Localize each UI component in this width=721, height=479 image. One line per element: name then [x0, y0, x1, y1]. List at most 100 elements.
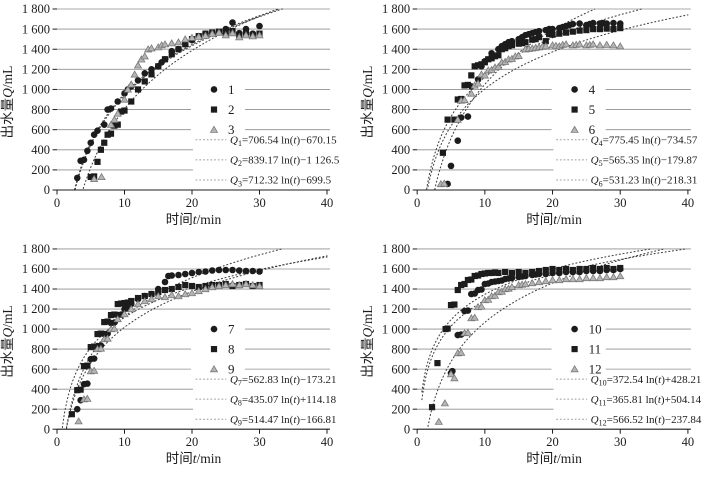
triangle-marker [208, 29, 217, 37]
y-tick-label: 1 400 [382, 282, 410, 296]
y-tick-label: 600 [391, 362, 410, 376]
square-marker [529, 268, 536, 276]
x-tick-label: 20 [546, 435, 559, 449]
square-marker [515, 40, 522, 47]
triangle-marker [167, 39, 176, 47]
square-marker [464, 276, 472, 284]
circle-marker [589, 19, 597, 27]
y-axis-title: 出水量Q/mL [360, 66, 375, 139]
circle-marker [73, 405, 81, 413]
x-axis-title: 时间t/min [166, 212, 222, 227]
circle-marker [90, 355, 98, 362]
square-marker [569, 266, 576, 274]
square-marker [111, 311, 118, 318]
square-marker [491, 269, 499, 276]
x-tick-label: 0 [54, 435, 60, 449]
y-tick-label: 1 000 [382, 322, 410, 336]
square-marker [583, 27, 590, 34]
legend-label: 2 [228, 102, 235, 117]
square-marker [68, 411, 75, 418]
triangle-marker [113, 314, 122, 323]
square-marker [498, 46, 505, 53]
y-tick-label: 1 800 [22, 2, 50, 16]
square-marker [148, 290, 155, 298]
triangle-marker [541, 42, 550, 50]
square-marker [522, 39, 529, 46]
legend-equation-Q3: Q3=712.32 ln(t)−699.5 [230, 175, 332, 189]
square-marker [495, 269, 502, 277]
y-tick-label: 800 [391, 342, 410, 356]
square-marker [141, 292, 148, 300]
triangle-marker [609, 272, 618, 281]
square-marker [155, 63, 162, 70]
y-tick-label: 1 000 [382, 83, 410, 97]
square-marker [617, 264, 624, 272]
square-marker [121, 299, 128, 307]
scatter-chart-top-left: 0 200 400 600 800 1 000 1 200 1 400 1 600 1 800 0 1… [0, 2, 356, 227]
circle-marker [610, 19, 617, 27]
y-tick-label: 1 400 [22, 42, 50, 56]
y-tick-label: 1 800 [382, 242, 410, 256]
square-marker [610, 26, 617, 33]
triangle-marker [130, 70, 139, 78]
circle-marker [229, 19, 236, 26]
triangle-marker [575, 40, 584, 48]
triangle-marker [548, 275, 557, 284]
square-marker [491, 53, 499, 60]
square-marker [542, 38, 549, 45]
chart-cell-bottom-left: 0 200 400 600 800 1 000 1 200 1 400 1 600 1 800 0 1… [0, 240, 360, 479]
square-marker [502, 45, 509, 52]
series-5 [439, 25, 624, 156]
square-marker [556, 30, 563, 37]
circle-marker [242, 267, 250, 275]
legend-equation-Q11: Q11=365.81 ln(t)+504.14 [591, 394, 702, 408]
circle-marker [454, 137, 462, 145]
y-tick-label: 400 [391, 143, 410, 157]
x-tick-label: 10 [479, 196, 492, 210]
triangle-marker [477, 302, 486, 310]
triangle-marker [440, 399, 450, 407]
legend-marker-square [210, 346, 218, 353]
square-marker [80, 363, 88, 370]
square-marker [447, 301, 455, 309]
square-marker [74, 387, 81, 394]
legend-equation-Q5: Q5=565.35 ln(t)−179.87 [591, 155, 698, 169]
x-axis: 0 10 20 30 40 [414, 189, 694, 210]
square-marker [111, 122, 118, 129]
x-tick-label: 30 [253, 435, 265, 449]
triangle-marker [147, 44, 156, 52]
circle-marker [508, 274, 516, 282]
y-tick-label: 400 [391, 382, 410, 396]
chart-cell-top-left: 0 200 400 600 800 1 000 1 200 1 400 1 600 1 800 0 1… [0, 0, 360, 240]
triangle-marker [241, 31, 251, 39]
legend-marker-triangle [570, 365, 579, 373]
triangle-marker [96, 344, 106, 352]
legend-label: 5 [589, 102, 596, 117]
triangle-marker [235, 33, 244, 41]
circle-marker [256, 22, 263, 30]
legend-bg-equations [193, 370, 356, 428]
square-marker [118, 300, 125, 307]
triangle-marker [514, 51, 523, 59]
x-tick-label: 40 [321, 435, 333, 449]
square-marker [518, 40, 526, 47]
legend: 4 5 6Q4=775.45 ln(t)−734.57 Q5=565.35 ln(t)… [551, 80, 717, 189]
triangle-marker [194, 32, 203, 40]
square-marker [542, 266, 549, 274]
square-marker [451, 116, 458, 123]
y-tick-label: 800 [31, 103, 50, 117]
y-tick-label: 1 800 [22, 242, 50, 256]
triangle-marker [541, 276, 550, 285]
square-marker [576, 265, 583, 273]
square-marker [603, 264, 610, 272]
square-marker [562, 265, 570, 273]
triangle-marker [467, 89, 476, 97]
circle-marker [535, 27, 543, 35]
square-marker [468, 72, 475, 79]
scatter-chart-top-right: 0 200 400 600 800 1 000 1 200 1 400 1 600 1 800 0 1… [360, 2, 717, 227]
legend-label: 1 [228, 82, 235, 97]
x-axis: 0 10 20 30 40 [54, 189, 333, 210]
triangle-marker [463, 328, 473, 336]
x-tick-label: 20 [546, 196, 559, 210]
triangle-marker [255, 281, 264, 290]
